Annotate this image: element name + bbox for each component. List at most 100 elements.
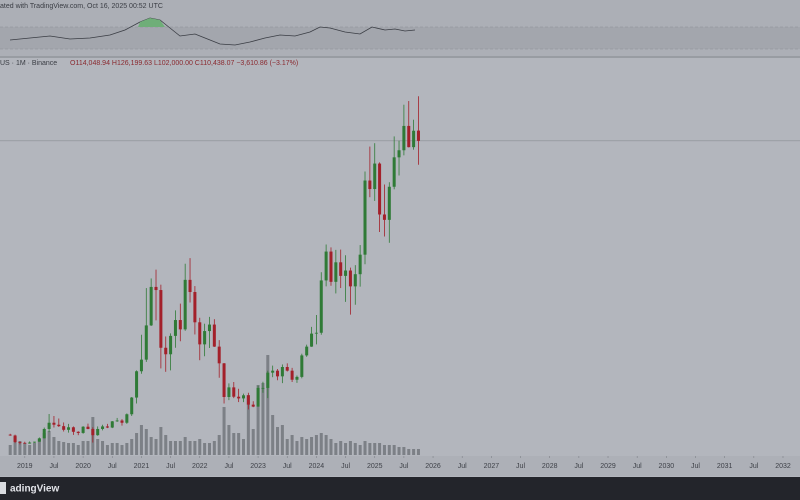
volume-bar — [329, 439, 333, 455]
x-tick-label: Jul — [691, 463, 700, 470]
volume-bar — [358, 445, 362, 455]
volume-bar — [13, 437, 17, 455]
time-axis — [0, 456, 800, 476]
volume-bar — [8, 445, 12, 455]
candle-body — [319, 280, 323, 333]
candle-body — [8, 434, 12, 436]
volume-bar — [353, 443, 357, 455]
candle-body — [227, 387, 231, 397]
x-tick-label: Jul — [574, 463, 583, 470]
x-tick-label: Jul — [749, 463, 758, 470]
volume-bar — [164, 435, 168, 455]
x-tick-label: 2024 — [309, 463, 325, 470]
volume-bar — [232, 433, 236, 455]
volume-bar — [130, 439, 134, 455]
candle-body — [295, 376, 299, 380]
volume-bar — [149, 437, 153, 455]
volume-bar — [207, 443, 211, 455]
x-tick-label: 2025 — [367, 463, 383, 470]
candle-body — [57, 424, 61, 427]
candle-body — [310, 333, 314, 347]
price-layer — [0, 96, 800, 445]
x-tick-label: Jul — [341, 463, 350, 470]
volume-bar — [42, 433, 46, 455]
volume-bar — [241, 439, 246, 455]
brand-text: adingView — [10, 484, 59, 495]
x-tick-label: Jul — [458, 463, 467, 470]
x-tick-label: Jul — [224, 463, 233, 470]
candle-body — [407, 125, 411, 148]
volume-bar — [135, 433, 139, 455]
candle-body — [212, 324, 216, 347]
volume-bar — [305, 439, 309, 455]
volume-bar — [159, 427, 163, 455]
volume-bar — [183, 437, 187, 455]
candle-body — [314, 332, 318, 334]
candle-body — [378, 163, 382, 215]
volume-bar — [276, 427, 280, 455]
x-tick-label: 2023 — [250, 463, 266, 470]
candle-body — [47, 422, 51, 429]
candle-body — [412, 130, 416, 148]
volume-bar — [33, 443, 37, 455]
candle-body — [135, 371, 139, 398]
candle-body — [164, 347, 168, 355]
volume-bar — [144, 429, 148, 455]
candle-body — [86, 426, 90, 429]
candle-body — [256, 387, 260, 407]
x-tick-label: Jul — [166, 463, 175, 470]
candle-body — [344, 270, 348, 276]
volume-bar — [57, 441, 61, 455]
candle-body — [348, 270, 352, 287]
volume-layer — [8, 355, 420, 455]
indicator-band — [0, 27, 800, 49]
candle-body — [33, 441, 37, 443]
x-tick-label: 2021 — [134, 463, 150, 470]
candle-body — [300, 355, 304, 377]
volume-bar — [344, 443, 348, 455]
candle-body — [222, 363, 226, 397]
volume-bar — [271, 415, 275, 455]
volume-bar — [62, 442, 66, 455]
volume-bar — [407, 449, 411, 455]
candle-body — [76, 431, 80, 433]
volume-bar — [256, 385, 260, 455]
x-tick-label: 2030 — [659, 463, 675, 470]
volume-bar — [47, 431, 51, 455]
candle-body — [334, 262, 338, 282]
brand-logo — [0, 482, 6, 494]
volume-bar — [217, 435, 221, 455]
candle-body — [397, 150, 401, 158]
volume-bar — [300, 437, 304, 455]
volume-bar — [227, 425, 231, 455]
candle-body — [271, 370, 275, 373]
candle-body — [382, 214, 386, 220]
volume-bar — [314, 435, 318, 455]
x-tick-label: 2026 — [425, 463, 441, 470]
volume-bar — [402, 447, 406, 455]
candle-body — [125, 414, 129, 423]
candle-body — [276, 370, 280, 377]
x-tick-label: 2027 — [484, 463, 500, 470]
volume-bar — [295, 441, 299, 455]
x-tick-label: 2031 — [717, 463, 733, 470]
candle-body — [101, 426, 105, 429]
candle-body — [329, 251, 333, 282]
candle-body — [339, 262, 343, 276]
x-tick-label: 2032 — [775, 463, 791, 470]
volume-bar — [382, 445, 386, 455]
x-tick-label: Jul — [108, 463, 117, 470]
candle-body — [402, 125, 406, 151]
volume-bar — [246, 395, 250, 455]
candle-body — [237, 396, 241, 399]
candle-body — [23, 442, 27, 444]
candle-body — [52, 422, 56, 425]
volume-bar — [378, 443, 382, 455]
volume-bar — [96, 439, 100, 455]
candle-body — [416, 130, 420, 141]
volume-bar — [52, 437, 56, 455]
x-tick-label: 2029 — [600, 463, 616, 470]
candle-body — [193, 292, 197, 323]
candle-body — [290, 370, 294, 380]
